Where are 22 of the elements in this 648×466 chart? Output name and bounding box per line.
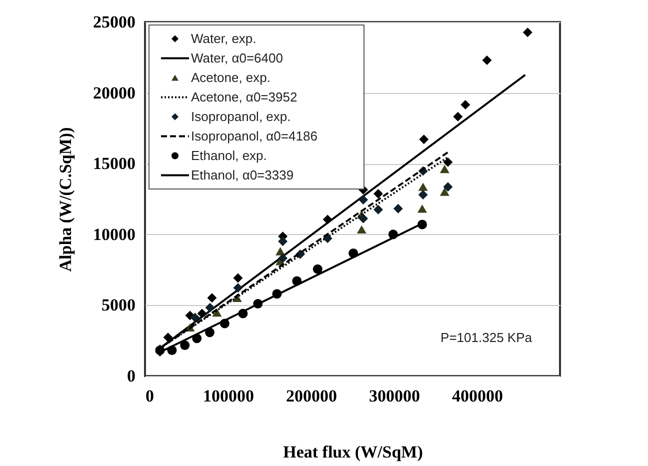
legend-label: Water, exp. (191, 30, 256, 46)
y-tick-label: 15000 (93, 154, 136, 174)
legend-label: Water, α0=6400 (191, 50, 283, 66)
y-tick-label: 0 (127, 366, 136, 386)
annotation: P=101.325 KPa (440, 330, 533, 345)
x-tick-label: 300000 (369, 386, 420, 406)
legend-label: Isopropanol, α0=4186 (191, 128, 318, 144)
y-tick-label: 5000 (102, 296, 136, 315)
x-axis-title: Heat flux (W/SqM) (283, 442, 423, 462)
y-tick-label: 10000 (93, 224, 136, 244)
legend-label: Ethanol, α0=3339 (191, 167, 294, 182)
x-tick-label: 0 (146, 386, 154, 406)
x-tick-label: 200000 (286, 386, 337, 406)
legend-label: Acetone, α0=3952 (191, 89, 298, 104)
x-tick-label: 100000 (203, 386, 254, 406)
y-axis-title: Alpha (W/(C.SqM)) (56, 127, 75, 272)
legend-label: Isopropanol, exp. (191, 108, 291, 124)
x-tick-label: 400000 (452, 386, 503, 406)
y-tick-label: 25000 (93, 12, 136, 32)
legend-label: Acetone, exp. (191, 70, 270, 85)
y-tick-label: 20000 (93, 83, 136, 102)
legend-label: Ethanol, exp. (191, 148, 267, 163)
